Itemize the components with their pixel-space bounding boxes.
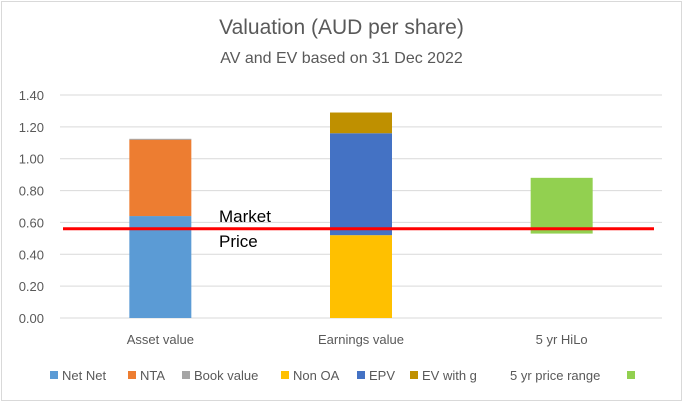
- y-tick-label: 0.20: [19, 279, 44, 294]
- bars: [129, 112, 593, 318]
- x-tick-label: Earnings value: [318, 332, 404, 347]
- bar-5-yr-price-range: [530, 177, 593, 234]
- legend-swatch-epv: [357, 371, 365, 379]
- legend-label-nta: NTA: [140, 368, 165, 383]
- legend-label-non-oa: Non OA: [293, 368, 340, 383]
- market-price-label-line2: Price: [219, 232, 258, 251]
- bar-book-value: [129, 138, 192, 140]
- legend-label-net-net: Net Net: [62, 368, 106, 383]
- axis-ticks: 0.00 0.20 0.40 0.60 0.80 1.00 1.20 1.40 Asset va…: [19, 88, 588, 347]
- legend-label-epv: EPV: [369, 368, 395, 383]
- chart-title: Valuation (AUD per share): [219, 16, 464, 39]
- legend-swatch-book-value: [182, 371, 190, 379]
- bar-ev-with-g: [330, 112, 392, 134]
- legend-label-5-yr-price-range: 5 yr price range: [510, 368, 600, 383]
- y-tick-label: 1.20: [19, 120, 44, 135]
- bar-nta: [129, 139, 192, 217]
- chart-subtitle: AV and EV based on 31 Dec 2022: [220, 50, 463, 67]
- y-tick-label: 1.00: [19, 152, 44, 167]
- legend-swatch-non-oa: [281, 371, 289, 379]
- y-tick-label: 0.60: [19, 215, 44, 230]
- reference-line-group: Market Price: [63, 207, 654, 251]
- legend-swatch-nta: [128, 371, 136, 379]
- legend-label-ev-with-g: EV with g: [422, 368, 477, 383]
- legend: Net Net NTA Book value Non OA EPV EV with g 5 …: [50, 368, 635, 383]
- legend-swatch-ev-with-g: [410, 371, 418, 379]
- bar-non-oa: [330, 235, 392, 318]
- x-tick-label: Asset value: [127, 332, 194, 347]
- y-tick-label: 0.00: [19, 311, 44, 326]
- market-price-label-line1: Market: [219, 207, 271, 226]
- legend-swatch-5-yr-price-range: [627, 371, 635, 379]
- bar-net-net: [129, 216, 192, 318]
- y-tick-label: 0.80: [19, 184, 44, 199]
- bar-epv: [330, 133, 392, 236]
- y-tick-label: 1.40: [19, 88, 44, 103]
- legend-label-book-value: Book value: [194, 368, 258, 383]
- x-tick-label: 5 yr HiLo: [536, 332, 588, 347]
- legend-swatch-net-net: [50, 371, 58, 379]
- y-tick-label: 0.40: [19, 247, 44, 262]
